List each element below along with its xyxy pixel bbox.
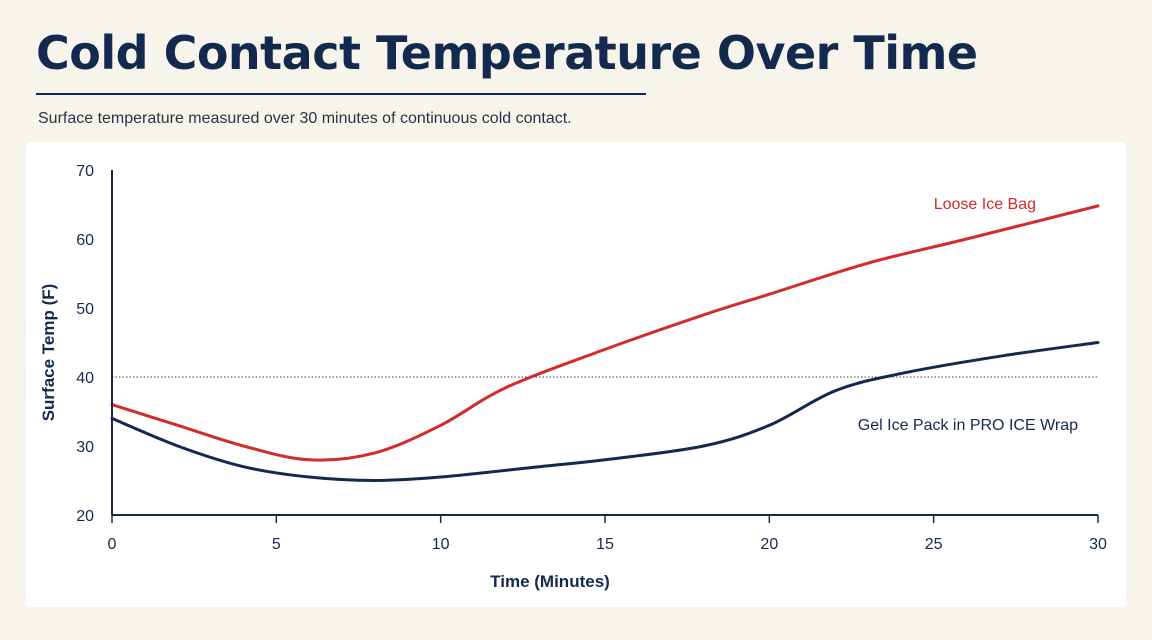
- y-tick-label: 40: [76, 370, 94, 387]
- chart-card: 0 5 10 15 20 25 30 20 30 40 50 60 70 Time (Minutes) S…: [26, 142, 1126, 607]
- x-tick-label: 30: [1089, 536, 1107, 553]
- x-tick-label: 20: [760, 536, 778, 553]
- temperature-line-chart: 0 5 10 15 20 25 30 20 30 40 50 60 70 Time (Minutes) S…: [39, 163, 1107, 591]
- series-line-loose-ice-bag: [110, 204, 1100, 462]
- x-tick-label: 5: [272, 536, 281, 553]
- page-subtitle: Surface temperature measured over 30 min…: [38, 110, 572, 127]
- y-tick-label: 60: [76, 232, 94, 249]
- x-tick-label: 15: [596, 536, 614, 553]
- x-tick-label: 25: [925, 536, 943, 553]
- y-tick-label: 50: [76, 301, 94, 318]
- y-tick-label: 70: [76, 163, 94, 180]
- series-label-gel-ice-pack: Gel Ice Pack in PRO ICE Wrap: [858, 417, 1078, 434]
- series-label-loose-ice-bag: Loose Ice Bag: [934, 196, 1036, 213]
- title-divider: [36, 93, 646, 95]
- y-tick-label: 20: [76, 508, 94, 525]
- series-line-gel-ice-pack: [110, 341, 1100, 482]
- x-tick-label: 10: [432, 536, 450, 553]
- x-tick-label: 0: [108, 536, 117, 553]
- page-title: Cold Contact Temperature Over Time: [36, 26, 978, 80]
- x-axis-title: Time (Minutes): [490, 572, 610, 591]
- y-tick-label: 30: [76, 439, 94, 456]
- y-axis-title: Surface Temp (F): [39, 284, 58, 422]
